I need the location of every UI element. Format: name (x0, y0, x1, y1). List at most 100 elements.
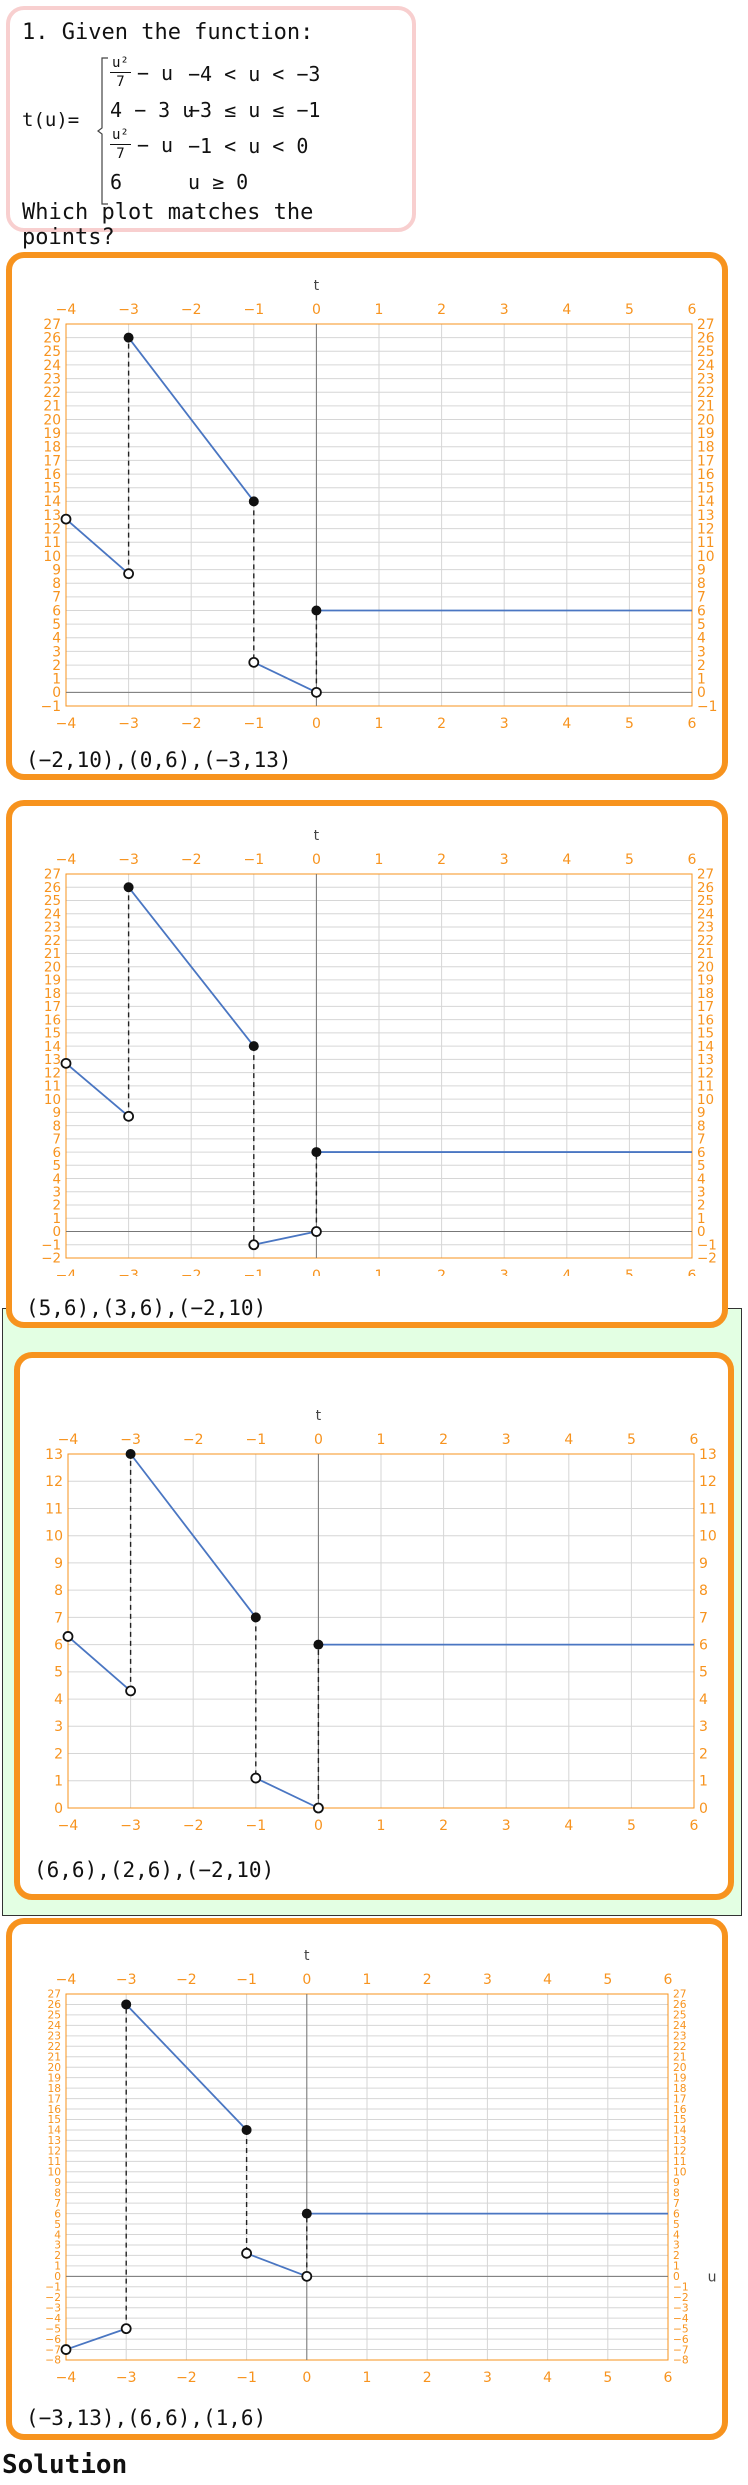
y-tick-label-left: 2 (54, 1746, 63, 1762)
axis-label-t: t (316, 1408, 322, 1424)
y-tick-label-right: 16 (697, 1013, 714, 1028)
x-tick-label-top: −4 (56, 852, 77, 868)
y-tick-label-right: 9 (697, 1106, 706, 1121)
x-tick-label-top: 2 (437, 852, 446, 868)
open-endpoint (120, 2323, 132, 2335)
x-tick-label-bottom: 0 (312, 1268, 321, 1276)
y-tick-label-left: 12 (47, 2145, 61, 2158)
x-tick-label-top: 6 (688, 302, 697, 318)
closed-endpoint (311, 605, 322, 616)
x-tick-label-bottom: −4 (56, 716, 77, 728)
y-tick-label-left: 26 (47, 1998, 61, 2011)
y-tick-label-right: 5 (697, 617, 706, 633)
y-tick-label-left: 17 (44, 1000, 61, 1015)
y-tick-label-right: 17 (697, 1000, 714, 1015)
solution-heading: Solution (2, 2450, 128, 2480)
y-tick-label-left: 16 (43, 467, 61, 483)
choice-2-points: (5,6),(3,6),(−2,10) (26, 1296, 267, 1320)
function-name: t(u)= (22, 109, 80, 131)
open-endpoint (125, 1685, 136, 1697)
y-tick-label-left: 22 (47, 2040, 61, 2053)
y-tick-label-left: 4 (54, 1692, 63, 1708)
y-tick-label-right: 7 (697, 590, 706, 606)
y-tick-label-left: 13 (43, 508, 61, 524)
y-tick-label-right: 12 (697, 1066, 714, 1081)
y-tick-label-right: 10 (699, 1529, 717, 1545)
y-tick-label-right: 1 (699, 1774, 708, 1790)
x-tick-label-top: −4 (58, 1432, 79, 1448)
y-tick-label-right: 14 (697, 1040, 714, 1055)
x-tick-label-bottom: −4 (58, 1818, 79, 1834)
x-tick-label-bottom: 5 (603, 2370, 612, 2386)
x-tick-label-bottom: −2 (181, 716, 202, 728)
y-tick-label-left: −7 (45, 2343, 61, 2356)
y-tick-label-right: −6 (673, 2333, 689, 2346)
choice-4[interactable]: −4 −4 −3 −3 −2 −2 −1 −1 0 0 1 1 2 2 3 3 4 4 5 5 6 6 −8 −8 −7 −7 −6… (6, 1918, 728, 2440)
y-tick-label-left: 16 (47, 2103, 61, 2116)
y-tick-label-right: 25 (697, 344, 715, 360)
y-tick-label-right: 20 (673, 2061, 687, 2074)
open-endpoint (248, 1239, 260, 1251)
axis-label-t: t (314, 828, 320, 844)
y-tick-label-left: 1 (54, 2260, 61, 2273)
y-tick-label-left: 19 (43, 426, 61, 442)
plot-frame (65, 1993, 669, 2361)
x-tick-label-top: 4 (564, 1432, 573, 1448)
y-tick-label-left: 3 (54, 1719, 63, 1735)
y-tick-label-right: 6 (697, 1146, 706, 1161)
y-tick-label-right: 1 (697, 1212, 706, 1227)
x-tick-label-bottom: −2 (183, 1818, 204, 1834)
x-tick-label-bottom: 5 (625, 1268, 634, 1276)
x-tick-label-bottom: −3 (118, 716, 139, 728)
x-tick-label-top: 2 (423, 1972, 432, 1988)
y-tick-label-left: −2 (41, 1252, 61, 1267)
y-tick-label-right: 26 (673, 1998, 687, 2011)
y-tick-label-left: 6 (54, 1638, 63, 1654)
choice-3[interactable]: −4 −4 −3 −3 −2 −2 −1 −1 0 0 1 1 2 2 3 3 4 4 5 5 6 6 0 0 1 1 2 2 3 3 4 4… (14, 1352, 734, 1900)
y-tick-label-right: 3 (697, 1185, 706, 1200)
open-endpoint (250, 1772, 262, 1784)
x-tick-label-top: −2 (183, 1432, 204, 1448)
x-tick-label-top: 0 (312, 852, 321, 868)
y-tick-label-left: 19 (44, 974, 61, 989)
y-tick-label-left: 2 (52, 1199, 61, 1214)
question-title: 1. Given the function: (22, 20, 314, 45)
x-tick-label-top: 0 (312, 302, 321, 318)
x-tick-label-bottom: 6 (690, 1818, 699, 1834)
y-tick-label-left: 23 (44, 921, 61, 936)
x-tick-label-top: −3 (120, 1432, 141, 1448)
y-tick-label-left: 16 (44, 1013, 61, 1028)
y-tick-label-right: 4 (699, 1692, 708, 1708)
x-tick-label-bottom: 3 (500, 716, 509, 728)
y-tick-label-left: 13 (47, 2134, 61, 2147)
y-tick-label-right: 10 (697, 1093, 714, 1108)
choice-1[interactable]: −4 −4 −3 −3 −2 −2 −1 −1 0 0 1 1 2 2 3 3 4 4 5 5 6 6 −1 −1 0 0 1 1 2 2… (6, 252, 728, 780)
choice-2[interactable]: −4 −4 −3 −3 −2 −2 −1 −1 0 0 1 1 2 2 3 3 4 4 5 5 6 6 −2 −2 −1 −1 0 0… (6, 800, 728, 1328)
y-tick-label-right: 18 (673, 2082, 687, 2095)
closed-endpoint (311, 1147, 322, 1158)
y-tick-label-right: 2 (697, 658, 706, 674)
y-tick-label-right: −1 (697, 699, 717, 715)
y-tick-label-right: 0 (699, 1801, 708, 1817)
choice-4-points: (−3,13),(6,6),(1,6) (26, 2406, 267, 2430)
y-tick-label-left: 15 (44, 1027, 61, 1042)
y-tick-label-left: 0 (52, 1225, 61, 1240)
y-tick-label-left: 5 (52, 617, 61, 633)
y-tick-label-left: 4 (52, 631, 61, 647)
y-tick-label-right: 17 (697, 453, 715, 469)
y-tick-label-right: 7 (697, 1133, 706, 1148)
y-tick-label-left: 5 (54, 2218, 61, 2231)
y-tick-label-right: 6 (699, 1638, 708, 1654)
y-tick-label-left: 10 (45, 1529, 63, 1545)
x-tick-label-bottom: −1 (245, 1818, 266, 1834)
y-tick-label-left: 14 (43, 494, 61, 510)
y-tick-label-right: 18 (697, 440, 715, 456)
y-tick-label-right: 5 (697, 1159, 706, 1174)
y-tick-label-left: 6 (52, 603, 61, 619)
y-tick-label-right: 19 (697, 426, 715, 442)
piece-1-condition: −4 < u < −3 (188, 62, 321, 86)
y-tick-label-right: 1 (697, 672, 706, 688)
open-endpoint (248, 656, 260, 668)
y-tick-label-left: 17 (47, 2092, 61, 2105)
